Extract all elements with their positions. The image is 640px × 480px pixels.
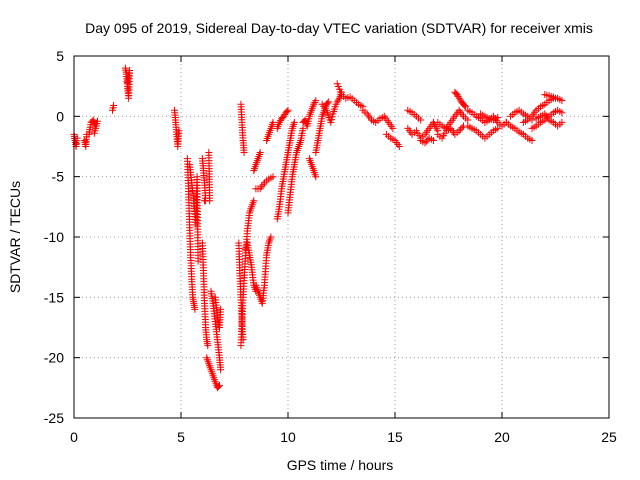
data-point <box>389 124 397 132</box>
data-point <box>325 98 333 106</box>
data-point <box>310 100 318 108</box>
y-tick-label: -10 <box>44 229 64 245</box>
data-point <box>284 106 292 114</box>
x-tick-label: 10 <box>280 429 296 445</box>
data-point <box>455 127 463 135</box>
data-point <box>206 197 214 205</box>
x-tick-label: 25 <box>601 429 617 445</box>
data-point <box>250 197 258 205</box>
chart-title: Day 095 of 2019, Sidereal Day-to-day VTE… <box>85 20 593 36</box>
data-point <box>455 94 463 102</box>
data-point <box>90 129 98 137</box>
data-point <box>457 125 465 133</box>
data-point <box>464 116 472 124</box>
y-axis-label: SDTVAR / TECUs <box>7 181 23 293</box>
x-tick-label: 20 <box>494 429 510 445</box>
data-point <box>558 118 566 126</box>
data-points <box>70 64 566 392</box>
data-point <box>494 114 502 121</box>
data-point <box>280 112 288 120</box>
y-tick-label: -15 <box>44 289 64 305</box>
plot-frame <box>73 55 610 419</box>
data-point <box>558 97 566 105</box>
data-point <box>124 79 131 86</box>
data-point <box>395 143 403 150</box>
data-point <box>217 305 225 313</box>
data-point <box>462 103 470 111</box>
data-point <box>312 173 320 181</box>
x-tick-label: 5 <box>177 429 185 445</box>
data-point <box>256 149 264 156</box>
x-tick-label: 15 <box>387 429 403 445</box>
data-point <box>430 137 437 144</box>
data-point <box>290 118 298 126</box>
data-point <box>558 109 566 117</box>
data-point <box>240 149 248 156</box>
y-tick-label: -20 <box>44 350 64 366</box>
data-point <box>73 134 81 142</box>
x-tick-label: 0 <box>70 429 78 445</box>
data-point <box>269 173 277 181</box>
data-point <box>334 96 342 104</box>
y-tick-label: -25 <box>44 410 64 426</box>
data-point <box>528 137 536 144</box>
data-point <box>269 118 277 126</box>
data-point <box>328 116 335 124</box>
data-point <box>175 127 183 135</box>
data-point <box>275 118 283 126</box>
data-point <box>267 233 275 241</box>
data-point <box>215 383 222 391</box>
x-ticks: 0 5 10 15 20 25 <box>70 56 617 445</box>
y-tick-label: 5 <box>56 48 64 64</box>
data-point <box>461 102 469 109</box>
data-point <box>110 102 118 109</box>
data-point <box>204 342 212 350</box>
data-point <box>417 116 425 124</box>
data-point <box>194 257 202 265</box>
data-point <box>312 97 320 105</box>
x-axis-label: GPS time / hours <box>287 457 394 473</box>
data-point <box>299 124 307 132</box>
data-point <box>216 381 223 389</box>
data-point <box>454 92 462 100</box>
data-point <box>283 108 291 115</box>
data-point <box>453 91 461 99</box>
data-point <box>458 124 466 132</box>
y-tick-label: 0 <box>56 108 64 124</box>
data-point <box>549 93 557 101</box>
data-point <box>191 305 199 313</box>
data-point <box>324 99 332 107</box>
data-point <box>217 366 225 374</box>
y-tick-label: -5 <box>52 169 65 185</box>
data-point <box>494 124 502 132</box>
grid <box>74 56 609 418</box>
